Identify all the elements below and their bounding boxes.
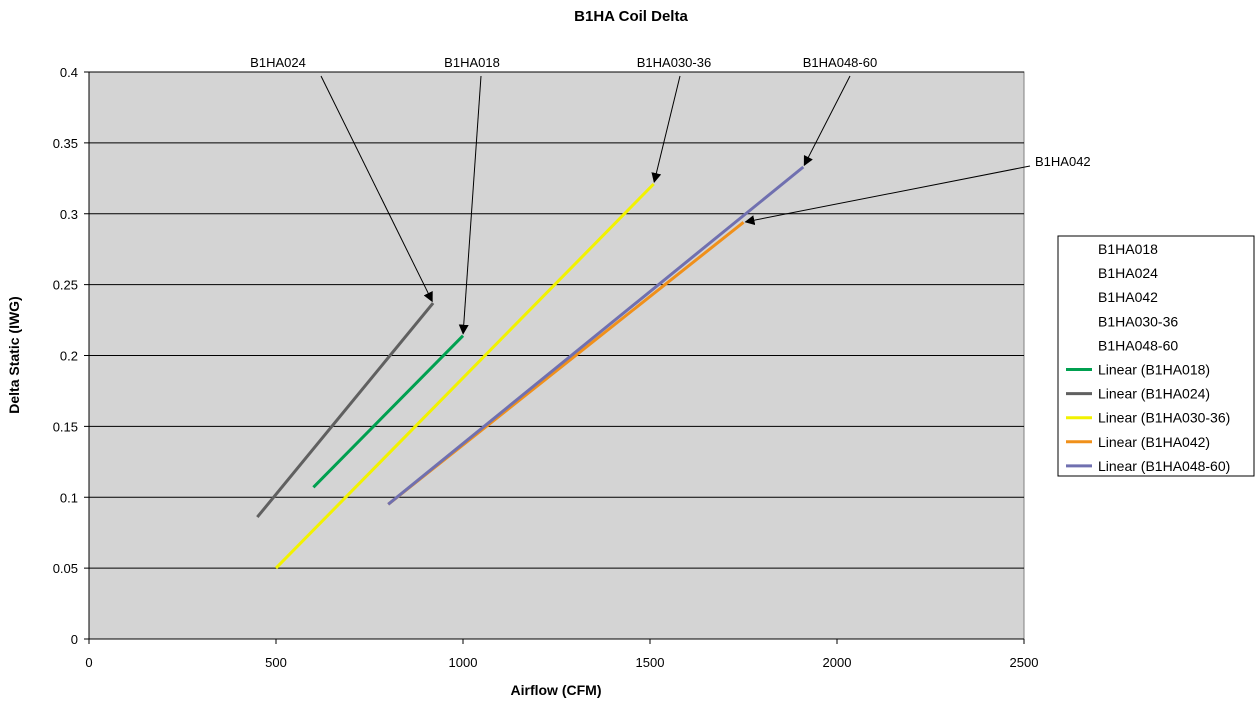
y-tick-label: 0.25 bbox=[53, 278, 78, 293]
series-line bbox=[256, 302, 435, 519]
annotation-label: B1HA024 bbox=[250, 55, 306, 70]
annotation-label: B1HA018 bbox=[444, 55, 500, 70]
legend-label: B1HA030-36 bbox=[1098, 313, 1178, 329]
annotation-arrow bbox=[320, 75, 433, 303]
series-line bbox=[387, 165, 805, 506]
legend-box bbox=[1057, 235, 1255, 477]
chart-title: B1HA Coil Delta bbox=[574, 8, 688, 25]
legend-label: Linear (B1HA042) bbox=[1098, 434, 1210, 450]
series-line bbox=[274, 182, 655, 570]
y-axis-ticks: 0 0.05 0.1 0.15 0.2 0.25 0.3 0.35 0.4 bbox=[53, 65, 89, 647]
y-tick-label: 0.2 bbox=[60, 349, 78, 364]
y-tick-label: 0.35 bbox=[53, 136, 78, 151]
y-tick-label: 0.15 bbox=[53, 419, 78, 434]
annotation-label: B1HA030-36 bbox=[637, 55, 711, 70]
legend: B1HA018 B1HA024 B1HA042 B1HA030-36 B1HA048-6… bbox=[1057, 235, 1255, 477]
legend-label: Linear (B1HA018) bbox=[1098, 362, 1210, 378]
x-tick-label: 1500 bbox=[636, 655, 665, 670]
y-tick-label: 0 bbox=[71, 632, 78, 647]
annotation-label: B1HA048-60 bbox=[803, 55, 877, 70]
legend-label: Linear (B1HA030-36) bbox=[1098, 410, 1230, 426]
y-tick-label: 0.1 bbox=[60, 490, 78, 505]
annotation-arrow bbox=[651, 75, 681, 183]
y-tick-label: 0.3 bbox=[60, 207, 78, 222]
legend-label: B1HA024 bbox=[1098, 265, 1158, 281]
legend-label: B1HA048-60 bbox=[1098, 337, 1178, 353]
legend-label: Linear (B1HA048-60) bbox=[1098, 458, 1230, 474]
y-tick-label: 0.05 bbox=[53, 561, 78, 576]
x-axis-title: Airflow (CFM) bbox=[511, 682, 602, 698]
x-tick-label: 2000 bbox=[823, 655, 852, 670]
y-tick-label: 0.4 bbox=[60, 65, 78, 80]
x-axis-ticks: 0 500 1000 1500 2000 2500 bbox=[85, 639, 1038, 670]
annotation-arrow bbox=[803, 75, 851, 167]
x-tick-label: 500 bbox=[265, 655, 287, 670]
annotation-arrow bbox=[744, 165, 1031, 226]
annotation-arrow bbox=[458, 75, 482, 335]
y-axis-title: Delta Static (IWG) bbox=[6, 296, 22, 413]
series-line bbox=[312, 334, 465, 489]
x-tick-label: 2500 bbox=[1010, 655, 1039, 670]
annotations: B1HA024 B1HA018 B1HA030-36 B1HA048-60 B1HA04… bbox=[250, 55, 1091, 335]
x-tick-label: 0 bbox=[85, 655, 92, 670]
legend-label: Linear (B1HA024) bbox=[1098, 386, 1210, 402]
series-lines bbox=[256, 165, 805, 570]
legend-label: B1HA018 bbox=[1098, 241, 1158, 257]
annotation-label: B1HA042 bbox=[1035, 154, 1091, 169]
legend-label: B1HA042 bbox=[1098, 289, 1158, 305]
legend-entries: B1HA018 B1HA024 B1HA042 B1HA030-36 B1HA048-6… bbox=[1066, 241, 1230, 474]
x-tick-label: 1000 bbox=[449, 655, 478, 670]
